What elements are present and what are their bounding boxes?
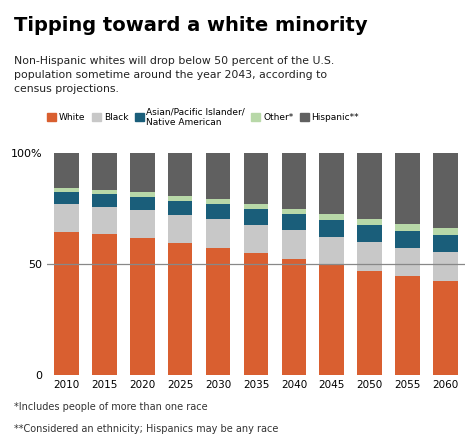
Bar <box>357 153 382 219</box>
Bar <box>319 220 344 237</box>
Bar <box>130 153 155 192</box>
Bar <box>244 153 268 204</box>
Text: *Includes people of more than one race: *Includes people of more than one race <box>14 402 208 412</box>
Bar <box>357 219 382 225</box>
Bar <box>54 187 79 192</box>
Bar <box>282 214 306 230</box>
Text: **Considered an ethnicity; Hispanics may be any race: **Considered an ethnicity; Hispanics may… <box>14 424 279 434</box>
Bar <box>244 209 268 225</box>
Bar <box>395 153 420 224</box>
Bar <box>433 235 458 252</box>
Bar <box>54 192 79 204</box>
Bar <box>395 231 420 248</box>
Bar <box>130 210 155 238</box>
Bar <box>168 153 192 196</box>
Bar <box>130 197 155 210</box>
Bar <box>206 248 230 375</box>
Bar <box>168 243 192 375</box>
Bar <box>433 281 458 375</box>
Bar <box>282 209 306 214</box>
Bar <box>282 258 306 375</box>
Bar <box>395 276 420 375</box>
Bar <box>92 194 117 207</box>
Bar <box>319 265 344 375</box>
Legend: White, Black, Asian/Pacific Islander/
Native American, Other*, Hispanic**: White, Black, Asian/Pacific Islander/ Na… <box>47 107 359 127</box>
Bar <box>395 247 420 276</box>
Bar <box>244 225 268 253</box>
Bar <box>92 234 117 375</box>
Text: Non-Hispanic whites will drop below 50 percent of the U.S.
population sometime a: Non-Hispanic whites will drop below 50 p… <box>14 56 335 94</box>
Bar <box>130 238 155 375</box>
Bar <box>92 153 117 190</box>
Bar <box>206 153 230 199</box>
Bar <box>130 192 155 197</box>
Bar <box>433 252 458 281</box>
Bar <box>395 224 420 231</box>
Bar <box>357 242 382 271</box>
Bar <box>282 153 306 209</box>
Bar <box>206 199 230 204</box>
Bar <box>319 214 344 220</box>
Bar <box>357 271 382 375</box>
Bar <box>433 153 458 228</box>
Bar <box>244 253 268 375</box>
Bar <box>244 204 268 209</box>
Bar <box>357 226 382 242</box>
Bar <box>54 232 79 375</box>
Bar <box>206 204 230 219</box>
Bar <box>168 201 192 215</box>
Bar <box>92 190 117 194</box>
Bar <box>319 237 344 265</box>
Bar <box>319 153 344 214</box>
Bar <box>282 230 306 258</box>
Bar <box>168 196 192 201</box>
Bar <box>92 207 117 234</box>
Bar <box>54 204 79 232</box>
Bar <box>54 153 79 187</box>
Text: Tipping toward a white minority: Tipping toward a white minority <box>14 16 368 35</box>
Bar <box>206 219 230 248</box>
Bar <box>168 215 192 243</box>
Bar <box>433 228 458 235</box>
